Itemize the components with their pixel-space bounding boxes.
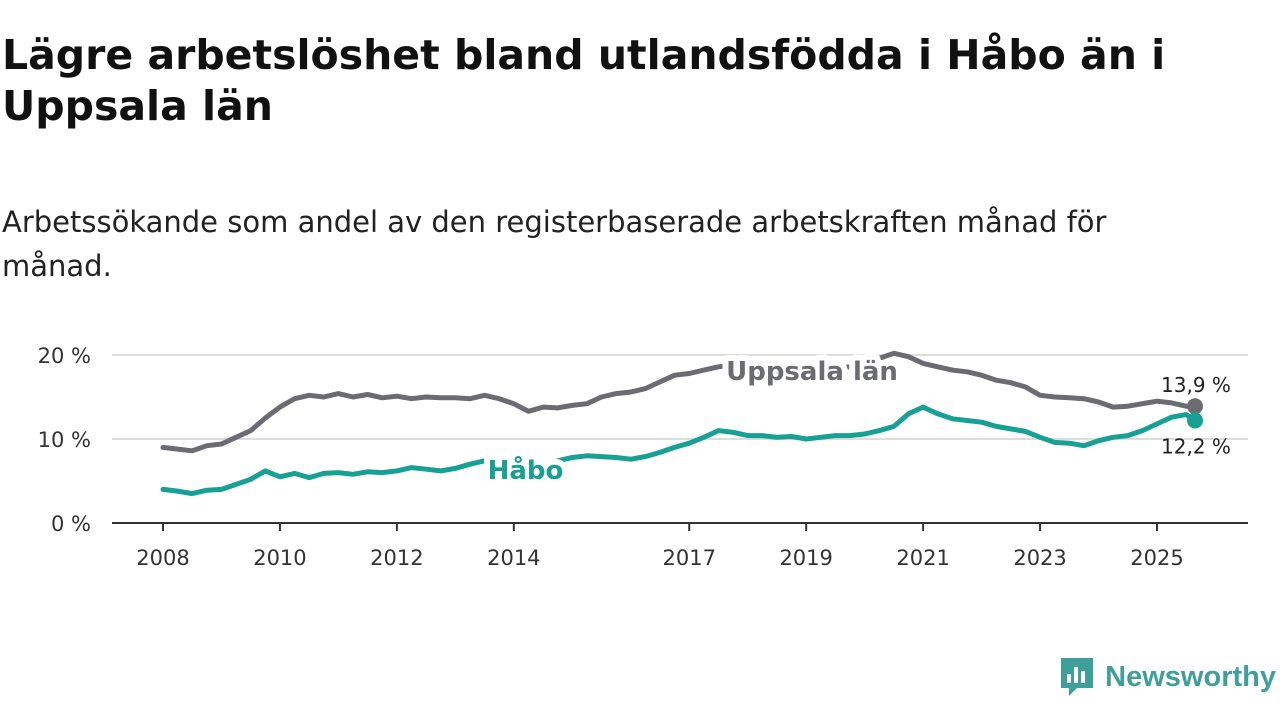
series-label-halo: Håbo [488,454,564,486]
y-tick-label: 20 % [38,344,91,368]
series-label-halo: Uppsala län [726,357,898,387]
y-axis-ticks: 0 % 10 % 20 % [38,344,91,536]
series-label-0: Uppsala län [726,357,898,387]
series-line-1 [160,404,1198,497]
end-label-1: 12,2 % [1161,435,1231,459]
x-tick-label: 2023 [1013,546,1066,570]
x-tick-label: 2021 [896,546,949,570]
line-chart: 0 % 10 % 20 % 2008 2010 2012 2014 2017 2019 2021… [38,344,1248,570]
x-tick-label: 2012 [370,546,423,570]
x-tick-label: 2010 [253,546,306,570]
end-label-0: 13,9 % [1161,373,1231,397]
chart-subtitle: Arbetssökande som andel av den registerb… [2,205,1107,283]
y-tick-label: 0 % [51,512,91,536]
series-label-1: Håbo [488,454,564,486]
x-tick-label: 2017 [663,546,716,570]
x-tick-label: 2008 [136,546,189,570]
x-axis: 2008 2010 2012 2014 2017 2019 2021 2023 2025 [112,522,1248,570]
series-lines [160,350,1198,497]
x-tick-label: 2014 [487,546,540,570]
gridlines [112,354,1248,440]
brand-logo[interactable]: Newsworthy [1059,656,1276,698]
x-tick-label: 2025 [1130,546,1183,570]
y-tick-label: 10 % [38,428,91,452]
end-point-0 [1187,398,1204,415]
chart-title: Lägre arbetslöshet bland utlandsfödda i … [2,31,1166,130]
x-tick-label: 2019 [779,546,832,570]
newsworthy-logo-icon [1061,658,1094,696]
brand-name: Newsworthy [1105,660,1276,693]
end-markers: 13,9 % 12,2 % [1161,373,1231,458]
end-point-1 [1187,412,1204,429]
series-line-0 [160,350,1198,454]
